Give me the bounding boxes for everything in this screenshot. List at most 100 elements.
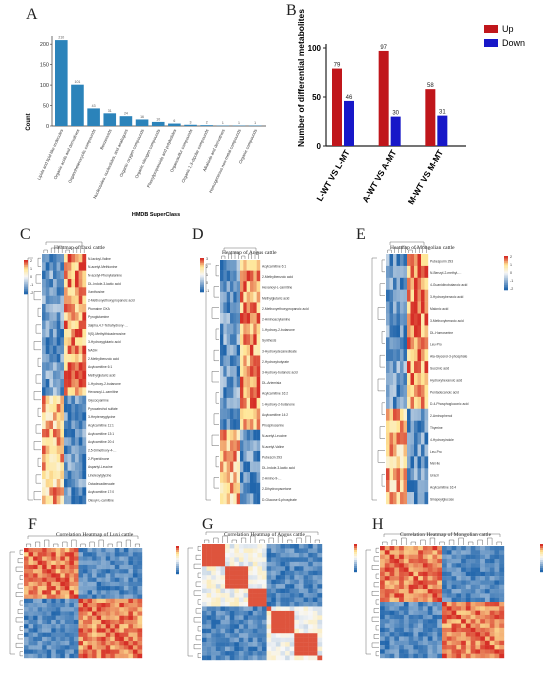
- g-corr-cell: [262, 610, 267, 616]
- f-corr-cell: [96, 628, 102, 633]
- f-corr-cell: [110, 624, 115, 629]
- h-corr-cell: [413, 589, 419, 594]
- h-corr-cell: [499, 627, 505, 633]
- f-corr-cell: [46, 573, 52, 578]
- h-corr-cell: [484, 606, 490, 611]
- g-corr-cell: [211, 610, 217, 616]
- f-corr-cell: [105, 552, 111, 557]
- f-corr-cell: [110, 649, 115, 654]
- f-corr-cell: [64, 552, 70, 557]
- e-heatmap-cell: [400, 480, 404, 493]
- c-row-label: N-acetyl-Methionine: [88, 265, 117, 269]
- f-corr-cell: [42, 628, 47, 633]
- g-corr-cell: [280, 655, 286, 661]
- chart-a-bar: [119, 116, 133, 126]
- g-corr-cell: [225, 566, 230, 571]
- e-row-dendrogram: [371, 257, 377, 501]
- c-heatmap-cell: [45, 312, 50, 321]
- corr-heatmap-h: Correlation Heatmap of Mongolian cattle: [365, 531, 543, 659]
- e-row-dendrogram: [381, 402, 385, 415]
- e-legend-cell: [504, 278, 508, 281]
- g-corr-cell: [238, 597, 244, 603]
- c-heatmap-cell: [67, 437, 72, 446]
- e-heatmap-cell: [393, 254, 397, 267]
- chart-a-bar-value: 2: [206, 121, 208, 125]
- e-heatmap-cell: [407, 337, 411, 350]
- h-col-dendrogram: [496, 541, 502, 545]
- h-corr-cell: [437, 584, 443, 590]
- e-heatmap-cell: [393, 396, 397, 409]
- h-corr-cell: [480, 589, 486, 594]
- c-heatmap-cell: [82, 337, 87, 346]
- c-col-dendrogram: [72, 247, 78, 253]
- c-heatmap-cell: [56, 270, 61, 280]
- h-corr-cell: [494, 653, 500, 659]
- g-corr-cell: [285, 593, 290, 598]
- f-corr-cell: [114, 628, 120, 633]
- f-row-dendrogram: [17, 583, 23, 589]
- d-heatmap-cell: [220, 440, 224, 452]
- e-heatmap-cell: [421, 337, 425, 350]
- g-corr-cell: [312, 602, 318, 607]
- chart-a-bar-value: 1: [238, 121, 240, 125]
- g-corr-cell: [252, 584, 258, 589]
- g-corr-cell: [285, 544, 290, 549]
- h-corr-cell: [389, 593, 395, 598]
- f-corr-cell: [87, 573, 93, 578]
- h-corr-cell: [389, 614, 395, 620]
- g-legend-cell: [354, 550, 357, 553]
- f-corr-cell: [123, 653, 129, 659]
- f-corr-cell: [37, 636, 43, 642]
- f-corr-cell: [55, 552, 61, 557]
- h-corr-cell: [408, 649, 414, 654]
- g-corr-cell: [280, 570, 286, 576]
- f-corr-cell: [46, 649, 52, 654]
- h-corr-cell: [380, 602, 385, 607]
- f-corr-cell: [78, 649, 84, 654]
- f-corr-cell: [132, 598, 138, 604]
- f-corr-cell: [64, 615, 70, 621]
- h-corr-cell: [408, 593, 414, 598]
- h-corr-cell: [480, 602, 486, 607]
- d-heatmap-cell: [250, 334, 254, 346]
- f-corr-cell: [96, 624, 102, 629]
- h-corr-cell: [475, 558, 481, 564]
- g-corr-cell: [243, 552, 249, 558]
- h-corr-cell: [442, 589, 447, 594]
- g-corr-cell: [220, 637, 226, 643]
- h-corr-cell: [403, 619, 409, 624]
- c-heatmap-cell: [42, 470, 46, 480]
- h-corr-cell: [432, 580, 438, 585]
- f-corr-cell: [64, 548, 70, 553]
- e-heatmap-cell: [407, 301, 411, 314]
- e-heatmap-cell: [410, 373, 415, 386]
- e-row-dendrogram: [377, 450, 385, 463]
- c-heatmap-cell: [60, 345, 65, 355]
- f-corr-cell: [73, 611, 79, 616]
- d-heatmap-cell: [230, 482, 234, 494]
- f-corr-cell: [51, 594, 56, 599]
- g-corr-cell: [238, 615, 244, 621]
- f-corr-cell: [28, 586, 34, 591]
- f-corr-cell: [24, 564, 29, 570]
- f-corr-cell: [24, 653, 29, 659]
- h-corr-cell: [432, 550, 438, 555]
- h-corr-cell: [456, 619, 462, 624]
- e-legend-cell: [504, 281, 508, 284]
- e-heatmap-cell: [421, 396, 425, 409]
- f-row-dendrogram: [19, 549, 23, 555]
- h-corr-cell: [408, 653, 414, 659]
- h-corr-cell: [413, 550, 419, 555]
- f-col-dendrogram: [125, 539, 131, 547]
- e-heatmap-cell: [396, 325, 401, 338]
- h-corr-cell: [384, 554, 390, 560]
- h-corr-cell: [389, 632, 395, 637]
- h-corr-cell: [446, 563, 452, 568]
- g-corr-cell: [211, 619, 217, 625]
- g-col-dendrogram: [268, 537, 274, 543]
- f-corr-cell: [96, 615, 102, 621]
- h-corr-cell: [384, 584, 390, 590]
- f-corr-cell: [33, 624, 38, 629]
- f-corr-cell: [69, 598, 75, 604]
- h-corr-cell: [418, 558, 424, 564]
